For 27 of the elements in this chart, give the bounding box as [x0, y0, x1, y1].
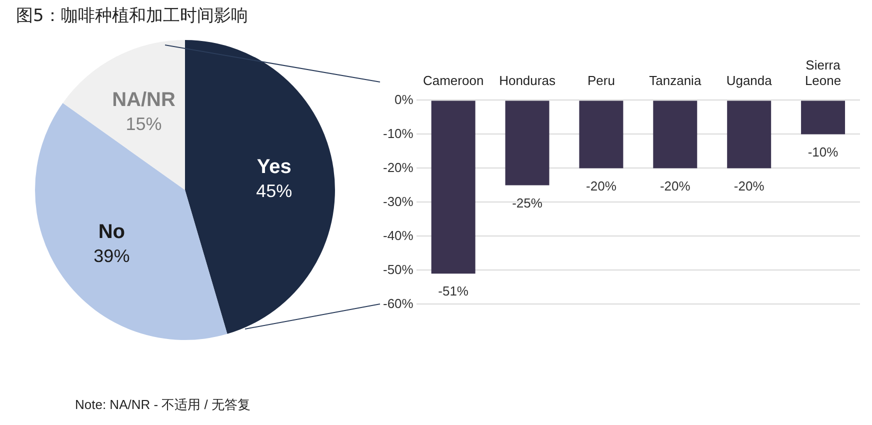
y-tick-label: -30% — [382, 194, 414, 209]
text: Note: NA/NR - 不适用 / 无答复 — [75, 396, 251, 414]
chart-title: 图5：咖啡种植和加工时间影响 — [16, 5, 248, 27]
x-tick-label: Peru — [587, 72, 615, 88]
y-tick-label: -40% — [382, 228, 414, 243]
data-label: 15% — [126, 114, 162, 134]
x-tick-label: Sierra Leone — [804, 57, 842, 88]
y-tick-label: -50% — [382, 262, 414, 277]
data-label: -10% — [808, 144, 839, 160]
slice-label: No — [98, 221, 126, 244]
y-tick-label: 0% — [394, 92, 414, 107]
data-label: 45% — [256, 181, 292, 202]
x-tick-label: Uganda — [726, 72, 773, 88]
y-tick-label: -20% — [382, 160, 414, 175]
data-label: -20% — [660, 178, 691, 194]
y-tick-label: -60% — [382, 296, 414, 311]
data-label: -20% — [586, 178, 617, 194]
x-tick-label: Tanzania — [649, 72, 702, 88]
x-tick-label: Cameroon — [422, 72, 484, 88]
y-tick-label: -10% — [382, 126, 414, 141]
data-label: 39% — [94, 246, 130, 266]
data-label: -51% — [438, 284, 469, 299]
data-label: -20% — [734, 178, 765, 194]
slice-label: Yes — [256, 156, 292, 178]
data-label: -25% — [512, 195, 543, 210]
x-tick-label: Honduras — [499, 72, 556, 88]
slice-label: NA/NR — [112, 89, 176, 112]
